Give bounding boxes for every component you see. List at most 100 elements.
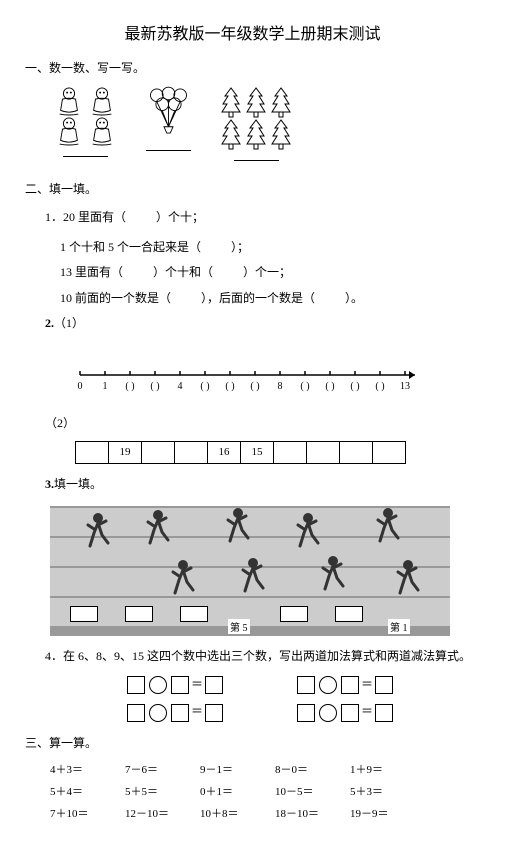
- answer-box[interactable]: [335, 606, 363, 622]
- calc-item[interactable]: 5＋4＝: [50, 783, 125, 799]
- tree-icon: [246, 86, 266, 118]
- equation[interactable]: ＝: [125, 675, 225, 694]
- runner-icon: [80, 511, 115, 551]
- answer-box[interactable]: [180, 606, 208, 622]
- equation[interactable]: ＝: [295, 675, 395, 694]
- square-box[interactable]: [297, 676, 315, 694]
- doll-icon: [88, 86, 116, 116]
- q-text: 1 个十和 5 个一合起来是（: [60, 240, 201, 254]
- tree-icon: [271, 118, 291, 150]
- question-line: 10 前面的一个数是（），后面的一个数是（）。: [60, 288, 480, 310]
- equals: ＝: [361, 677, 373, 691]
- seq-cell[interactable]: 15: [241, 441, 274, 463]
- square-box[interactable]: [341, 676, 359, 694]
- svg-text:( ): ( ): [200, 381, 209, 392]
- calc-item[interactable]: 1＋9＝: [350, 761, 425, 777]
- svg-text:4: 4: [178, 381, 183, 392]
- square-box[interactable]: [171, 704, 189, 722]
- seq-cell[interactable]: [76, 441, 109, 463]
- svg-text:( ): ( ): [325, 381, 334, 392]
- svg-text:13: 13: [400, 381, 410, 392]
- calc-item[interactable]: 7－6＝: [125, 761, 200, 777]
- answer-box[interactable]: [280, 606, 308, 622]
- equation[interactable]: ＝: [295, 702, 395, 721]
- question-2-4: 4．在 6、8、9、15 这四个数中选出三个数，写出两道加法算式和两道减法算式。: [45, 646, 480, 668]
- calc-item[interactable]: 4＋3＝: [50, 761, 125, 777]
- seq-cell[interactable]: 16: [208, 441, 241, 463]
- position-label: 第 1: [388, 619, 410, 634]
- calc-row: 4＋3＝7－6＝9－1＝8－0＝1＋9＝: [50, 761, 480, 777]
- doll-icon: [88, 116, 116, 146]
- seq-cell[interactable]: [175, 441, 208, 463]
- circle-box[interactable]: [319, 704, 337, 722]
- balloon-icon: [146, 86, 191, 136]
- calc-item[interactable]: 8－0＝: [275, 761, 350, 777]
- question-line: 1 个十和 5 个一合起来是（ ）；: [60, 237, 480, 259]
- section-3-heading: 三、算一算。: [25, 734, 480, 751]
- answer-box[interactable]: [70, 606, 98, 622]
- q-num: 4．: [45, 649, 63, 663]
- answer-box[interactable]: [125, 606, 153, 622]
- balloons-group: [146, 86, 191, 165]
- runner-icon: [290, 511, 325, 551]
- tree-icon: [271, 86, 291, 118]
- tree-icon: [221, 86, 241, 118]
- sub-num: （2）: [45, 416, 75, 430]
- square-box[interactable]: [375, 676, 393, 694]
- section-1: 一、数一数、写一写。: [25, 59, 480, 165]
- dolls-group: [55, 86, 116, 165]
- seq-cell[interactable]: [373, 441, 406, 463]
- square-box[interactable]: [205, 704, 223, 722]
- svg-text:( ): ( ): [350, 381, 359, 392]
- calc-item[interactable]: 5＋3＝: [350, 783, 425, 799]
- runner-icon: [370, 506, 405, 546]
- square-box[interactable]: [297, 704, 315, 722]
- square-box[interactable]: [127, 676, 145, 694]
- square-box[interactable]: [341, 704, 359, 722]
- calc-item[interactable]: 7＋10＝: [50, 805, 125, 821]
- q-text: 20 里面有（: [63, 210, 126, 224]
- trees-group: [221, 86, 291, 165]
- q-text: ）个一；: [243, 265, 291, 279]
- calc-item[interactable]: 0＋1＝: [200, 783, 275, 799]
- q-text: 10 前面的一个数是（: [60, 291, 171, 305]
- answer-line[interactable]: [146, 150, 191, 151]
- seq-cell[interactable]: [142, 441, 175, 463]
- calc-item[interactable]: 9－1＝: [200, 761, 275, 777]
- svg-text:( ): ( ): [250, 381, 259, 392]
- calc-item[interactable]: 10＋8＝: [200, 805, 275, 821]
- picture-row: [55, 86, 480, 165]
- circle-box[interactable]: [149, 676, 167, 694]
- seq-cell[interactable]: [340, 441, 373, 463]
- runner-icon: [165, 558, 200, 598]
- calc-item[interactable]: 10－5＝: [275, 783, 350, 799]
- runner-icon: [220, 506, 255, 546]
- equation[interactable]: ＝: [125, 702, 225, 721]
- calc-item[interactable]: 18－10＝: [275, 805, 350, 821]
- runner-icon: [390, 558, 425, 598]
- calc-item[interactable]: 12－10＝: [125, 805, 200, 821]
- answer-line[interactable]: [63, 156, 108, 157]
- question-line: 13 里面有（）个十和（）个一；: [60, 262, 480, 284]
- square-box[interactable]: [127, 704, 145, 722]
- circle-box[interactable]: [319, 676, 337, 694]
- svg-text:8: 8: [278, 381, 283, 392]
- circle-box[interactable]: [149, 704, 167, 722]
- q-text: ），后面的一个数是（: [201, 291, 315, 305]
- race-track: 第 5第 1: [50, 506, 450, 636]
- q-text: 填一填。: [54, 477, 102, 491]
- seq-cell[interactable]: 19: [109, 441, 142, 463]
- q-text: ）；: [231, 240, 249, 254]
- square-box[interactable]: [171, 676, 189, 694]
- svg-text:( ): ( ): [225, 381, 234, 392]
- q-num: 2.: [45, 316, 54, 330]
- seq-cell[interactable]: [274, 441, 307, 463]
- runner-icon: [140, 508, 175, 548]
- seq-cell[interactable]: [307, 441, 340, 463]
- runner-icon: [315, 554, 350, 594]
- answer-line[interactable]: [234, 160, 279, 161]
- calc-item[interactable]: 19－9＝: [350, 805, 425, 821]
- square-box[interactable]: [205, 676, 223, 694]
- square-box[interactable]: [375, 704, 393, 722]
- calc-item[interactable]: 5＋5＝: [125, 783, 200, 799]
